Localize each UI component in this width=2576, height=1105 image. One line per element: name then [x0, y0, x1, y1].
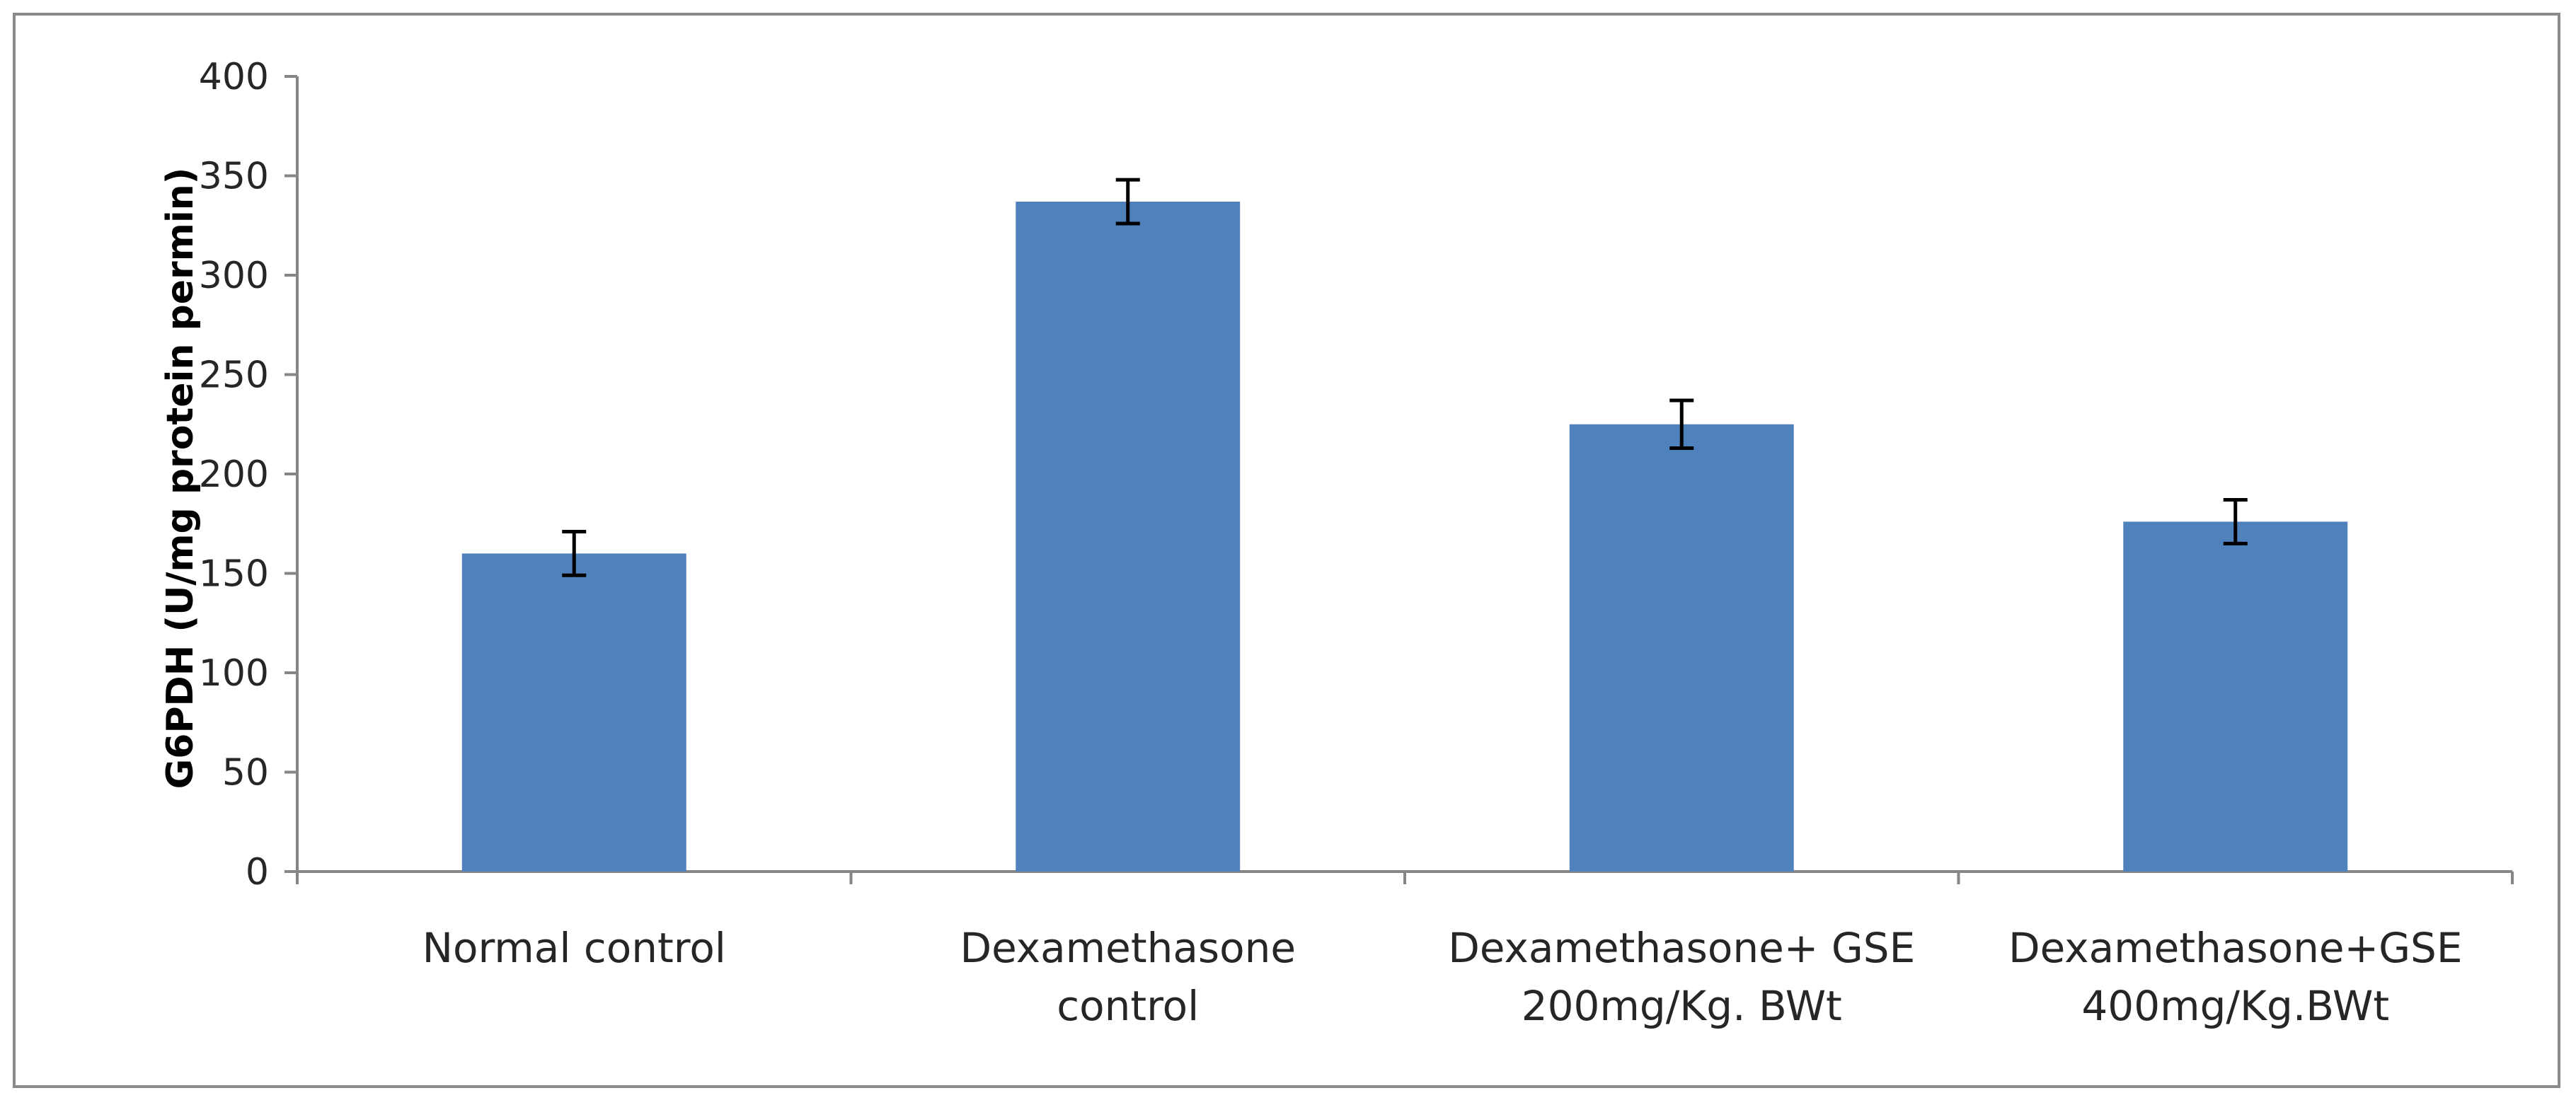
bar — [461, 553, 686, 872]
x-category-label: Dexamethasone+ GSE — [1448, 924, 1915, 972]
y-tick-label: 350 — [199, 156, 269, 198]
error-bar — [1669, 398, 1694, 450]
y-axis-label: G6PDH (U/mg protein permin) — [159, 168, 202, 789]
x-category-label: 200mg/Kg. BWt — [1522, 982, 1842, 1030]
bar — [1569, 424, 1794, 872]
y-tick-label: 200 — [199, 453, 269, 496]
bars — [461, 202, 2348, 872]
y-tick-label: 400 — [199, 56, 269, 98]
y-tick-label: 0 — [246, 851, 269, 893]
y-tick-label: 50 — [222, 752, 269, 794]
y-tick-label: 250 — [199, 354, 269, 397]
x-category-label: Normal control — [422, 924, 726, 972]
error-bar — [2223, 498, 2248, 545]
x-axis — [296, 870, 2514, 884]
x-category-label: 400mg/Kg.BWt — [2081, 982, 2389, 1030]
error-bar — [562, 529, 587, 577]
error-bar — [1115, 178, 1140, 226]
x-category-label: Dexamethasone+GSE — [2008, 924, 2463, 972]
bar — [1016, 202, 1241, 872]
error-bars — [562, 178, 2248, 577]
category-labels: Normal control Dexamethasone control Dexame… — [422, 924, 2463, 1030]
y-axis: 0 50 100 150 200 250 300 350 400 — [199, 56, 299, 893]
bar — [2123, 521, 2348, 872]
x-category-label: control — [1057, 982, 1199, 1030]
y-tick-label: 150 — [199, 553, 269, 596]
x-category-label: Dexamethasone — [960, 924, 1296, 972]
y-tick-label: 300 — [199, 255, 269, 297]
y-tick-label: 100 — [199, 652, 269, 695]
